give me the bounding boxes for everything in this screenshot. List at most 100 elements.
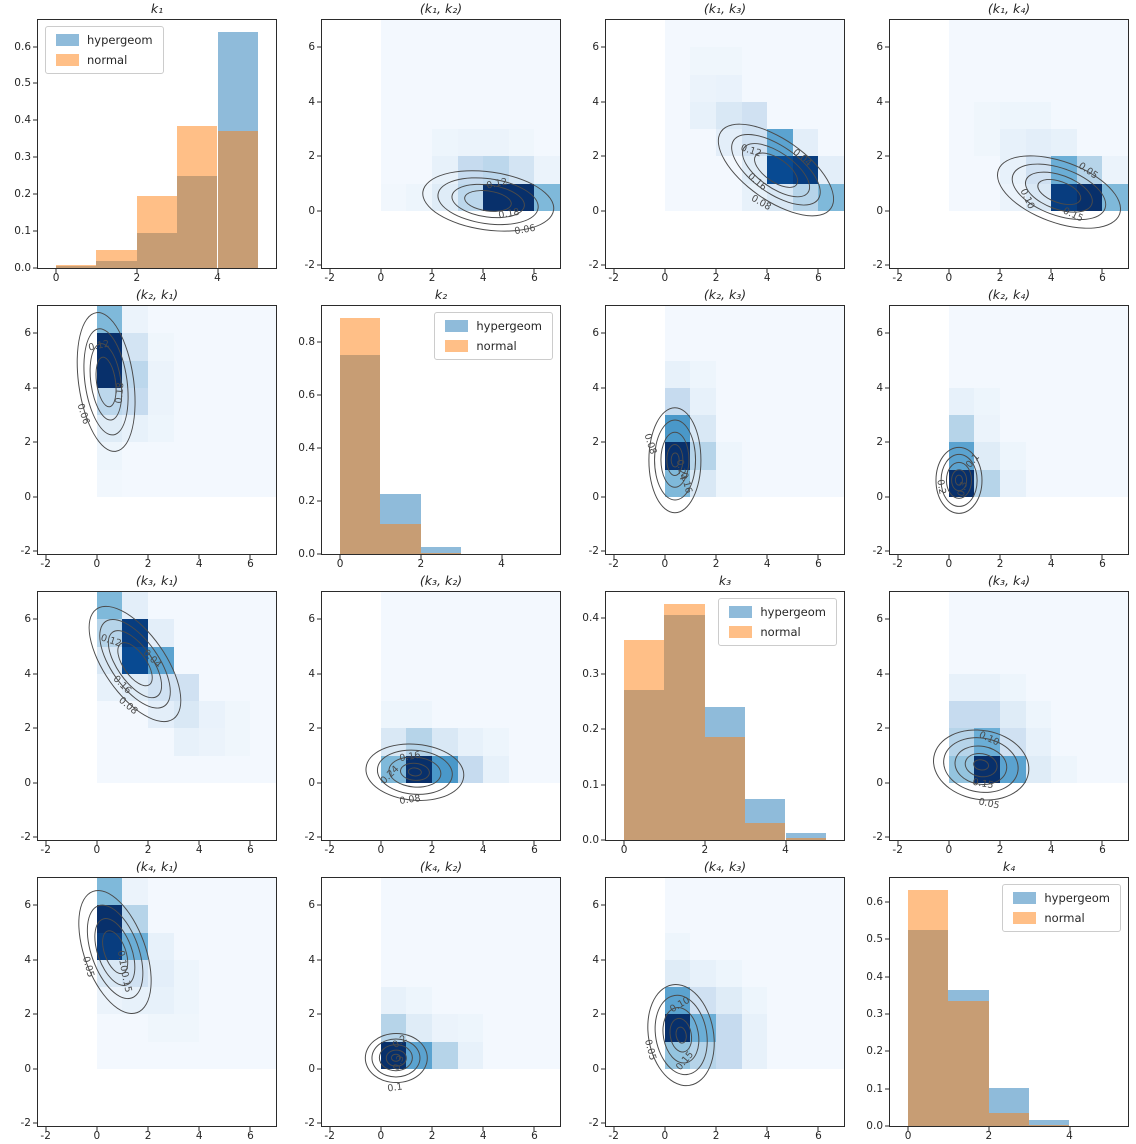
y-tick-label: 0.0 <box>866 1120 883 1132</box>
x-tick-mark <box>249 555 251 559</box>
contour-ring <box>385 1049 407 1067</box>
heatmap-cell <box>173 1014 200 1042</box>
panel-k1k2: (k₁, k₂) -2 0 2 4 6 -2 0 2 4 6 0.12 0.18 0.06 <box>284 0 568 286</box>
x-tick-mark <box>785 841 786 845</box>
x-tick-label: 0 <box>661 1130 669 1142</box>
y-tick-mark <box>885 387 889 389</box>
hist-bar-segment <box>420 552 462 554</box>
x-tick-label: 2 <box>996 558 1004 570</box>
y-tick-mark <box>601 617 605 619</box>
hist-bar-segment <box>624 690 665 840</box>
x-tick-mark <box>999 841 1001 845</box>
x-tick-mark <box>766 1127 768 1131</box>
y-tick-label: 0.4 <box>298 441 315 454</box>
x-tick-label: 2 <box>417 558 425 570</box>
x-tick-label: 2 <box>133 272 141 284</box>
panel-k2k4: (k₂, k₄) -2 0 2 4 6 -2 0 2 4 6 0.1 0.2 0.3 <box>852 286 1136 572</box>
y-tick-label: 2 <box>876 436 883 449</box>
heatmap-cell <box>1000 101 1026 129</box>
x-tick-label: 6 <box>815 558 822 570</box>
plot-area-k4k2: -2 0 2 4 6 -2 0 2 4 6 0.2 0.3 0.1 <box>305 877 561 1142</box>
x-tick-mark <box>817 1127 819 1131</box>
x-tick-label: 6 <box>247 844 254 856</box>
x-tick-mark <box>501 555 502 559</box>
x-tick-mark <box>329 1127 331 1131</box>
panel-title-k2k1: (k₂, k₁) <box>135 287 179 302</box>
heatmap-cell <box>1102 156 1128 184</box>
heatmap-cell <box>432 728 458 756</box>
heatmap-cell <box>690 1041 717 1069</box>
y-tick-label: 4 <box>24 667 31 680</box>
x-tick-mark <box>249 1127 251 1131</box>
y-tick-mark <box>885 101 889 103</box>
y-tick-label: 0.1 <box>866 1082 883 1095</box>
contour-label: 0.06 <box>514 223 537 238</box>
x-tick-mark <box>1101 269 1103 273</box>
heatmap-cell <box>716 74 742 102</box>
y-tick-mark <box>885 782 889 784</box>
hist-bar-segment <box>217 31 258 132</box>
y-tick-mark <box>33 156 37 158</box>
legend-label-normal: normal <box>87 53 128 67</box>
panel-title-k1: k₁ <box>150 1 164 16</box>
heatmap-cell <box>96 878 123 906</box>
heatmap-cell <box>148 387 174 415</box>
heatmap-cell <box>380 987 407 1015</box>
panel-title-k4k1: (k₄, k₁) <box>135 859 179 874</box>
legend-entry-normal: normal <box>1013 911 1110 925</box>
heatmap-cell <box>948 728 975 756</box>
contour-label: 0.1 <box>386 1081 404 1095</box>
y-tick-mark <box>601 1068 605 1070</box>
x-tick-mark <box>420 555 422 559</box>
heatmap-cell <box>457 1041 484 1069</box>
heatmap-cell <box>716 1041 742 1069</box>
x-tick-label: 4 <box>214 272 221 284</box>
y-tick-label: -2 <box>20 831 31 844</box>
y-tick-mark <box>317 618 321 620</box>
panel-k4k2: (k₄, k₂) -2 0 2 4 6 -2 0 2 4 6 0.2 0.3 0.1 <box>284 858 568 1144</box>
x-tick-mark <box>198 555 200 559</box>
y-tick-mark <box>33 332 37 334</box>
heatmap-cell <box>1051 755 1077 783</box>
x-tick-label: 0 <box>945 844 953 856</box>
x-tick-mark <box>55 269 57 273</box>
y-tick-mark <box>317 959 321 961</box>
y-tick-label: 0.2 <box>298 494 315 507</box>
heatmap-cell <box>716 442 742 470</box>
heatmap-cell <box>1000 156 1026 184</box>
y-tick-label: 0.1 <box>14 225 31 238</box>
y-tick-mark <box>33 782 37 784</box>
y-tick-label: -2 <box>20 1117 31 1130</box>
x-tick-mark <box>664 555 666 559</box>
y-tick-label: 2 <box>308 150 315 163</box>
panel-title-k1k4: (k₁, k₄) <box>987 1 1031 16</box>
heatmap-cell <box>122 333 149 361</box>
y-tick-label: 0.8 <box>298 335 315 348</box>
panel-k4: k₄ 0 2 4 0.0 0.1 0.2 0.3 0.4 0.5 0.6 hypergeom norma… <box>852 858 1136 1144</box>
x-tick-label: 2 <box>985 1130 993 1142</box>
heatmap-cell <box>1025 701 1052 729</box>
heatmap-cell <box>792 156 819 184</box>
y-tick-mark <box>885 1125 889 1127</box>
y-tick-mark <box>317 46 321 48</box>
y-tick-label: 0.3 <box>866 1007 883 1020</box>
x-tick-mark <box>999 555 1001 559</box>
y-tick-mark <box>33 1122 37 1124</box>
heatmap-cell <box>716 987 742 1015</box>
heatmap-cell <box>974 415 1001 443</box>
y-tick-mark <box>601 101 605 103</box>
x-tick-mark <box>715 555 717 559</box>
heatmap-cell <box>96 415 123 443</box>
panel-k2: k₂ 0 2 4 0.0 0.2 0.4 0.6 0.8 hypergeom normal <box>284 286 568 572</box>
x-tick-mark <box>613 555 615 559</box>
x-tick-mark <box>766 269 768 273</box>
x-tick-label: 6 <box>531 844 538 856</box>
heatmap-cell <box>148 959 174 987</box>
x-tick-label: 6 <box>247 1130 254 1142</box>
y-tick-mark <box>33 119 37 121</box>
heatmap-cell <box>483 728 509 756</box>
heatmap-cell <box>1076 156 1103 184</box>
heatmap-cell <box>122 987 149 1015</box>
y-tick-label: 0.2 <box>582 723 599 736</box>
heatmap-cell <box>148 701 174 729</box>
